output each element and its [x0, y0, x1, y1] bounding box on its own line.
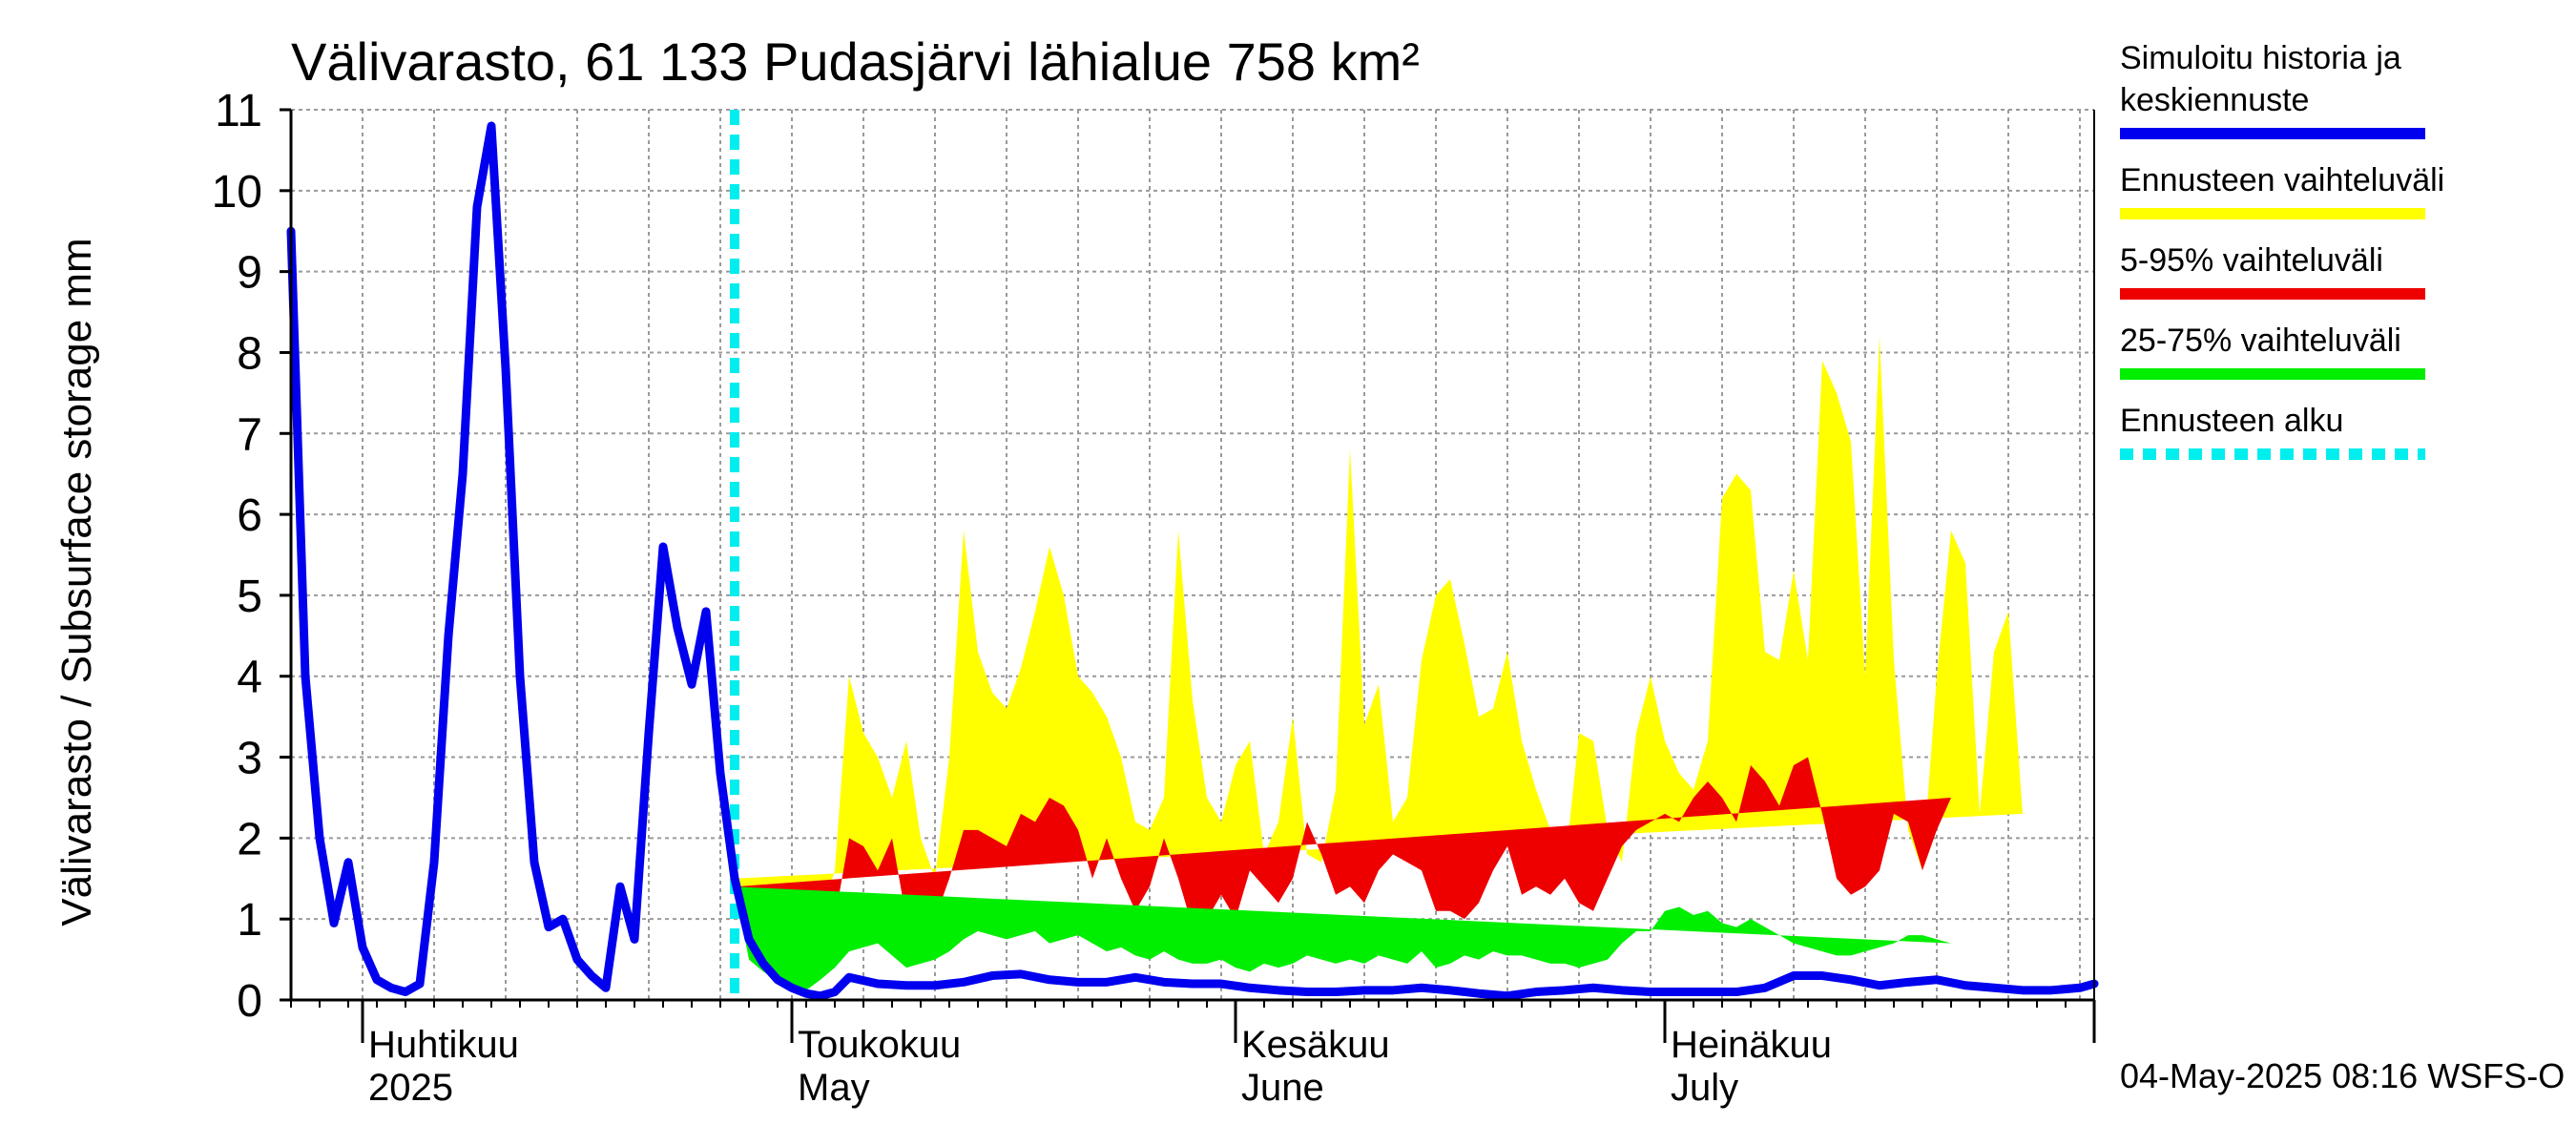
y-tick-label: 10: [212, 167, 262, 218]
y-tick-label: 4: [237, 653, 262, 703]
x-month-label-fi: Kesäkuu: [1241, 1024, 1390, 1066]
footer-timestamp: 04-May-2025 08:16 WSFS-O: [2120, 1056, 2565, 1095]
x-month-label-en: June: [1241, 1067, 1324, 1109]
band-5-95: [735, 757, 1951, 985]
band-25-75: [735, 886, 1951, 990]
y-tick-label: 8: [237, 328, 262, 379]
y-tick-label: 5: [237, 572, 262, 622]
legend: Simuloitu historia ja keskiennuste Ennuste…: [2120, 40, 2444, 460]
y-tick-label: 2: [237, 814, 262, 864]
y-tick-label: 11: [215, 86, 262, 136]
y-axis-label: Välivarasto / Subsurface storage mm: [53, 238, 100, 926]
chart-title: Välivarasto, 61 133 Pudasjärvi lähialue …: [291, 31, 1420, 92]
axes: [280, 108, 2096, 1043]
x-month-label-en: May: [798, 1067, 870, 1109]
legend-label: keskiennuste: [2120, 82, 2309, 118]
y-tick-label: 0: [237, 976, 262, 1027]
series-lines: [286, 110, 2099, 1001]
legend-label: 5-95% vaihteluväli: [2120, 242, 2383, 279]
x-month-label-fi: Huhtikuu: [368, 1024, 519, 1066]
y-tick-label: 1: [237, 895, 262, 946]
legend-label: Simuloitu historia ja: [2120, 40, 2401, 76]
legend-label: Ennusteen vaihteluväli: [2120, 162, 2444, 198]
x-month-label-en: July: [1671, 1067, 1738, 1109]
y-tick-label: 9: [237, 248, 262, 299]
legend-label: 25-75% vaihteluväli: [2120, 323, 2401, 359]
x-month-label-fi: Toukokuu: [798, 1024, 961, 1066]
gridlines: [291, 109, 2094, 1000]
y-tick-labels: 0 1 2 3 4 5 6 7 8 9 10 11: [212, 86, 262, 1027]
y-tick-label: 3: [237, 734, 262, 784]
legend-label: Ennusteen alku: [2120, 403, 2343, 439]
forecast-bands: [735, 336, 2023, 990]
y-tick-label: 6: [237, 490, 262, 541]
x-month-label-en: 2025: [368, 1067, 453, 1109]
y-tick-label: 7: [237, 409, 262, 460]
x-month-label-fi: Heinäkuu: [1671, 1024, 1832, 1066]
series-line-keskiennuste: [286, 121, 2099, 1001]
